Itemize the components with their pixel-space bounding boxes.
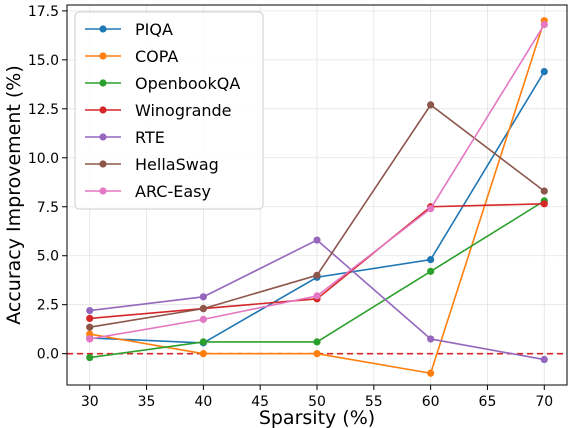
y-tick-label: 7.5 bbox=[37, 200, 59, 216]
legend-label: PIQA bbox=[135, 20, 173, 39]
x-tick-label: 60 bbox=[422, 394, 440, 410]
data-point bbox=[199, 315, 207, 323]
data-point bbox=[313, 271, 321, 279]
legend-box bbox=[74, 11, 264, 210]
legend-item: ARC-Easy bbox=[85, 182, 211, 201]
legend-item: PIQA bbox=[85, 20, 173, 39]
legend-label: Winogrande bbox=[135, 101, 232, 120]
x-tick-label: 55 bbox=[365, 394, 383, 410]
legend-label: ARC-Easy bbox=[135, 182, 211, 201]
x-tick-label: 45 bbox=[251, 394, 269, 410]
data-point bbox=[427, 335, 435, 343]
legend-label: OpenbookQA bbox=[135, 74, 240, 93]
data-point bbox=[86, 323, 94, 331]
data-point bbox=[427, 256, 435, 264]
legend-swatch-marker bbox=[99, 25, 107, 33]
data-point bbox=[540, 20, 548, 29]
x-axis-label: Sparsity (%) bbox=[259, 407, 375, 428]
data-point bbox=[313, 350, 321, 358]
y-axis-label: Accuracy Improvement (%) bbox=[3, 65, 25, 325]
legend-item: RTE bbox=[85, 128, 165, 147]
data-point bbox=[540, 200, 548, 208]
legend: PIQA COPA OpenbookQA Winogrande RTE HellaSwag… bbox=[74, 11, 264, 210]
data-point bbox=[313, 236, 321, 244]
data-point bbox=[427, 101, 435, 109]
data-point bbox=[427, 369, 435, 377]
data-point bbox=[427, 205, 435, 213]
y-axis-ticks: 0.0 2.5 5.0 7.5 10.0 12.5 15.0 17.5 bbox=[28, 4, 67, 363]
legend-swatch-marker bbox=[99, 133, 107, 141]
series-arc-easy bbox=[86, 20, 548, 343]
legend-swatch-marker bbox=[99, 79, 107, 87]
x-tick-label: 65 bbox=[479, 394, 497, 410]
y-tick-label: 15.0 bbox=[28, 53, 59, 69]
legend-swatch-marker bbox=[99, 160, 107, 168]
data-point bbox=[313, 292, 321, 300]
y-tick-label: 2.5 bbox=[37, 298, 59, 314]
data-point bbox=[86, 306, 94, 315]
y-tick-label: 17.5 bbox=[28, 4, 59, 20]
legend-item: Winogrande bbox=[85, 101, 232, 120]
y-tick-label: 5.0 bbox=[37, 249, 59, 265]
x-tick-label: 30 bbox=[81, 394, 99, 410]
data-point bbox=[313, 338, 321, 346]
y-tick-label: 12.5 bbox=[28, 102, 59, 118]
series-lines bbox=[86, 17, 548, 377]
legend-swatch-marker bbox=[99, 52, 107, 60]
series-rte bbox=[86, 236, 548, 364]
y-tick-label: 10.0 bbox=[28, 151, 59, 167]
x-tick-label: 50 bbox=[308, 394, 326, 410]
x-tick-label: 35 bbox=[138, 394, 156, 410]
data-point bbox=[86, 335, 94, 343]
data-point bbox=[86, 314, 94, 323]
x-axis-ticks: 30 35 40 45 50 55 60 65 70 bbox=[81, 385, 553, 410]
data-point bbox=[199, 293, 207, 301]
series-hellaswag bbox=[86, 101, 548, 331]
x-tick-label: 70 bbox=[535, 394, 553, 410]
legend-swatch-marker bbox=[99, 106, 107, 114]
data-point bbox=[199, 338, 207, 346]
data-point bbox=[540, 187, 548, 195]
data-point bbox=[540, 67, 548, 76]
data-point bbox=[86, 353, 94, 362]
data-point bbox=[199, 305, 207, 313]
legend-item: COPA bbox=[85, 47, 178, 66]
legend-swatch-marker bbox=[99, 187, 107, 195]
data-point bbox=[199, 350, 207, 358]
x-tick-label: 40 bbox=[194, 394, 212, 410]
legend-item: HellaSwag bbox=[85, 155, 219, 174]
legend-label: HellaSwag bbox=[135, 155, 219, 174]
legend-label: COPA bbox=[135, 47, 178, 66]
data-point bbox=[427, 267, 435, 275]
y-tick-label: 0.0 bbox=[37, 347, 59, 363]
legend-label: RTE bbox=[135, 128, 165, 147]
data-point bbox=[540, 355, 548, 364]
legend-item: OpenbookQA bbox=[85, 74, 240, 93]
